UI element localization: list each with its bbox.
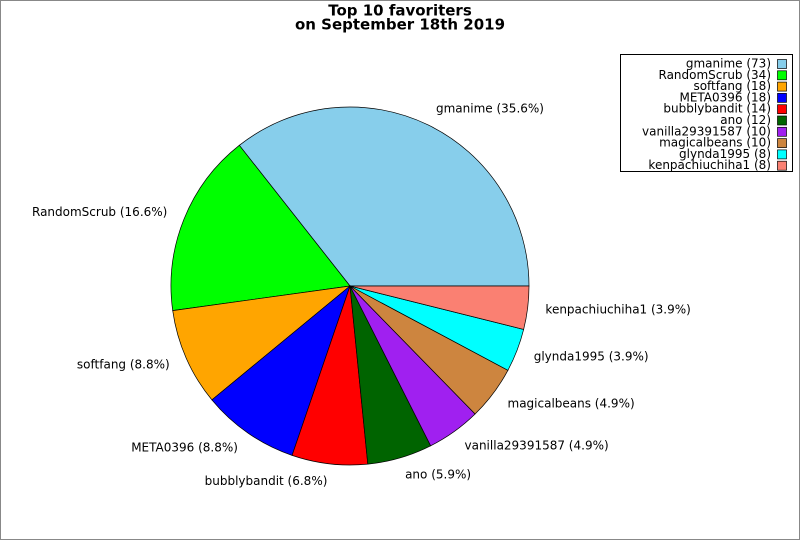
pie-slice	[172, 285, 352, 401]
legend-swatch	[777, 93, 787, 103]
legend-label: RandomScrub (34)	[659, 68, 772, 82]
legend-label: magicalbeans (10)	[659, 136, 771, 150]
slice-label: ano (5.9%)	[405, 468, 471, 482]
legend-label: ano (12)	[720, 113, 771, 127]
legend-label: glynda1995 (8)	[679, 147, 771, 161]
slice-label: bubblybandit (6.8%)	[205, 474, 328, 488]
legend-swatch	[777, 70, 787, 81]
pie-slice	[211, 284, 351, 456]
legend-swatch	[777, 115, 787, 126]
slice-label: softfang (8.8%)	[77, 358, 170, 372]
legend-swatch	[777, 104, 787, 115]
pie-slice	[349, 285, 530, 330]
chart-subtitle: on September 18th 2019	[295, 16, 505, 34]
legend-swatch	[777, 138, 787, 148]
legend-swatch	[777, 81, 787, 92]
pie-slice	[238, 106, 530, 287]
legend-box	[620, 54, 793, 172]
legend-label: bubblybandit (14)	[663, 102, 771, 116]
chart-title: Top 10 favoriters	[328, 2, 472, 20]
legend-label: META0396 (18)	[679, 90, 771, 104]
slice-label: gmanime (35.6%)	[436, 101, 544, 115]
legend-label: vanilla29391587 (10)	[642, 124, 771, 138]
slice-label: magicalbeans (4.9%)	[508, 397, 635, 411]
slice-label: kenpachiuchiha1 (3.9%)	[545, 303, 690, 317]
legend-label: softfang (18)	[693, 79, 771, 93]
legend-swatch	[777, 59, 787, 69]
slice-label: RandomScrub (16.6%)	[32, 205, 167, 219]
slice-label: META0396 (8.8%)	[131, 440, 238, 454]
slice-label: vanilla29391587 (4.9%)	[465, 439, 609, 453]
pie-slice	[170, 144, 351, 312]
slice-label: glynda1995 (3.9%)	[534, 349, 649, 363]
legend-swatch	[777, 160, 787, 171]
legend-swatch	[777, 126, 787, 137]
legend-label: kenpachiuchiha1 (8)	[648, 158, 771, 172]
legend-swatch	[777, 149, 787, 160]
legend-label: gmanime (73)	[686, 57, 771, 71]
